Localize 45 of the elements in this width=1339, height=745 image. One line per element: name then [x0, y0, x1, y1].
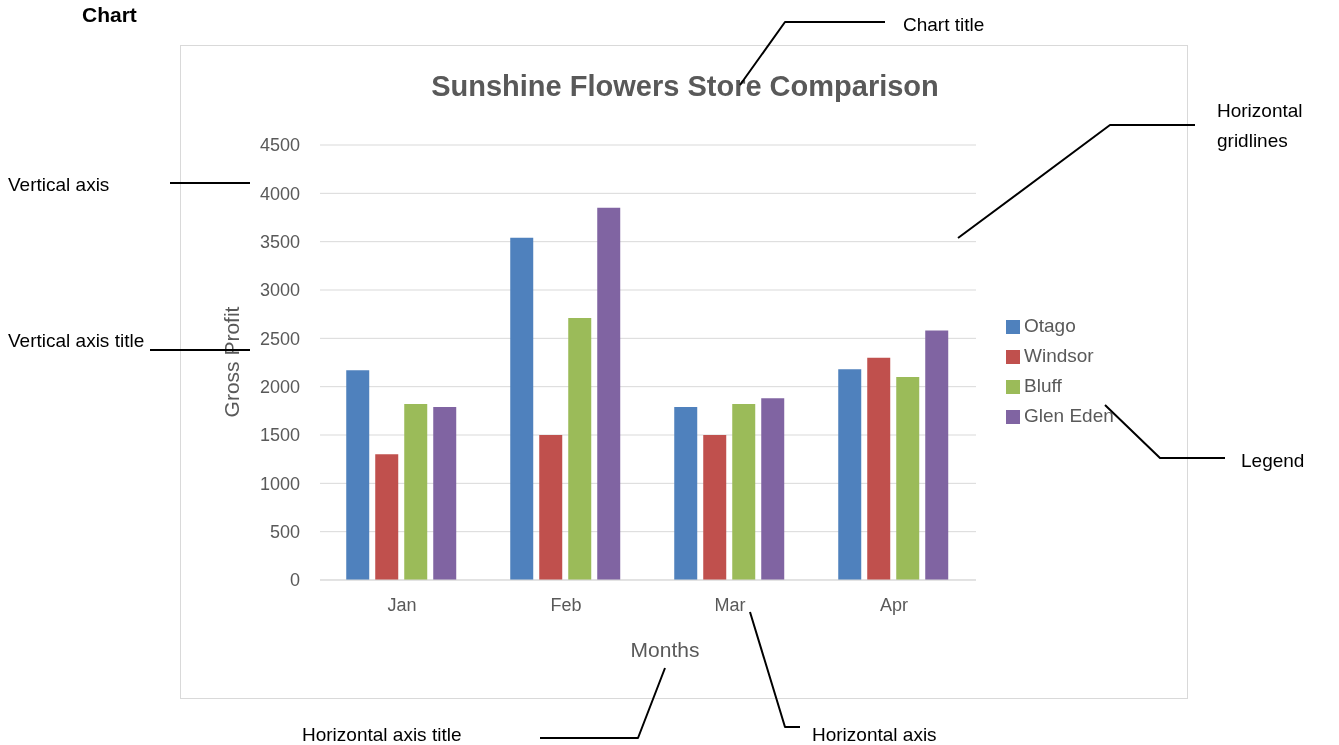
legend-label: Glen Eden [1024, 405, 1114, 426]
y-axis-title: Gross Profit [220, 306, 244, 418]
chart-title: Sunshine Flowers Store Comparison [430, 70, 940, 103]
bar [404, 404, 428, 580]
y-tick-label: 2000 [259, 377, 300, 398]
text: Legend [1241, 449, 1306, 473]
bar [732, 404, 756, 580]
bar [703, 435, 727, 580]
text: Horizontal axis title [302, 723, 463, 745]
bar [867, 357, 891, 580]
bar [539, 435, 563, 580]
y-tick-label: 2500 [259, 328, 300, 349]
y-tick-label: 4000 [259, 183, 300, 204]
y-tick-label: 1000 [259, 473, 300, 494]
legend-label: Windsor [1024, 345, 1094, 366]
bar [896, 377, 920, 580]
text: Vertical axis title [8, 329, 146, 353]
text: Vertical axis [8, 173, 111, 197]
bar [838, 369, 862, 580]
bar [346, 370, 370, 580]
legend-label: Otago [1024, 315, 1076, 336]
x-tick-label: Feb [550, 594, 582, 615]
y-tick-label: 4500 [259, 135, 300, 156]
y-tick-label: 500 [269, 522, 300, 543]
bar [925, 330, 949, 580]
bar [510, 237, 534, 580]
x-tick-label: Jan [387, 594, 417, 615]
x-axis-title: Months [629, 638, 701, 662]
bar [568, 318, 592, 580]
text: Horizontal axis [812, 723, 938, 745]
legend-label: Bluff [1024, 375, 1062, 396]
y-tick-label: 0 [289, 570, 300, 591]
text: Horizontal gridlines [1217, 99, 1304, 153]
bar [597, 207, 621, 580]
bar [375, 454, 399, 580]
x-tick-label: Mar [714, 594, 746, 615]
bar [433, 406, 457, 580]
bar [761, 398, 785, 580]
bar [674, 406, 698, 580]
y-tick-label: 1500 [259, 425, 300, 446]
y-tick-label: 3500 [259, 232, 300, 253]
y-tick-label: 3000 [259, 280, 300, 301]
x-tick-label: Apr [879, 594, 909, 615]
text: Chart title [903, 13, 986, 37]
text: Chart [82, 2, 138, 28]
